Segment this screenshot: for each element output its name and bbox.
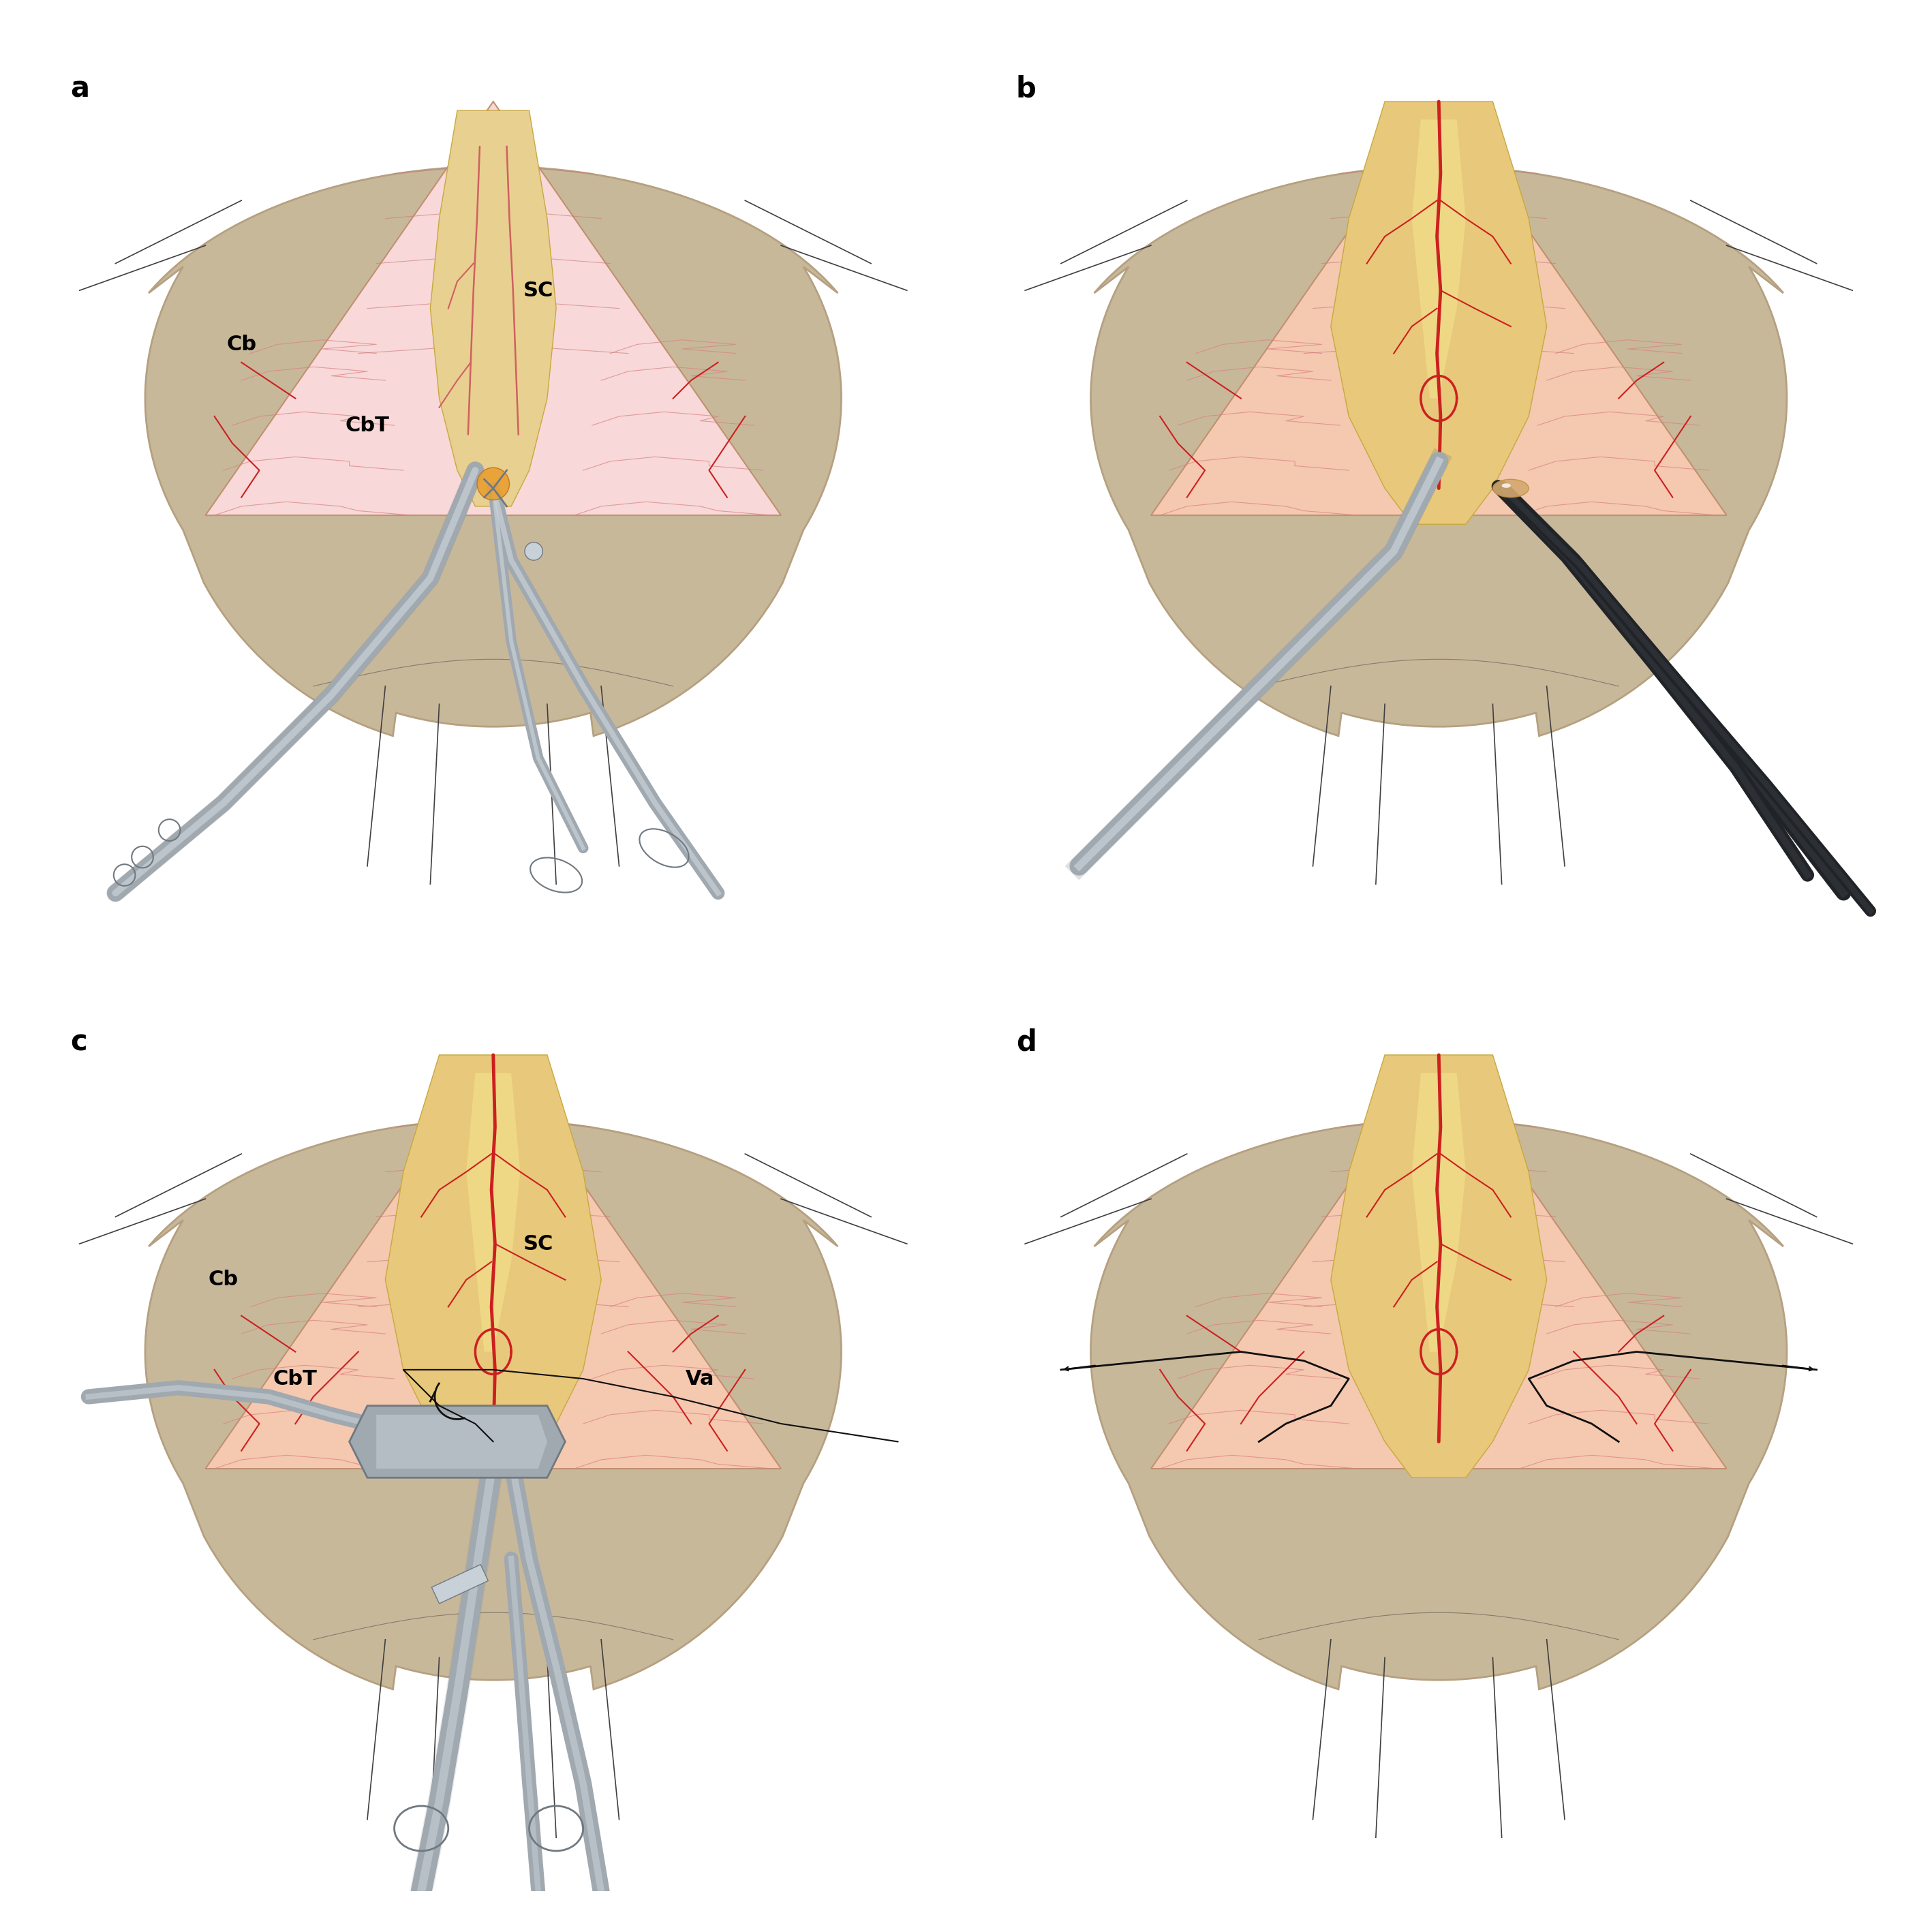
Polygon shape xyxy=(205,1056,781,1469)
Text: Va: Va xyxy=(686,1368,715,1388)
Text: SC: SC xyxy=(524,1233,553,1255)
Ellipse shape xyxy=(1501,482,1511,488)
Text: CbT: CbT xyxy=(346,415,390,436)
Text: a: a xyxy=(70,75,89,102)
Circle shape xyxy=(477,467,510,500)
Text: Cb: Cb xyxy=(226,334,257,355)
Text: d: d xyxy=(1016,1029,1036,1056)
Polygon shape xyxy=(1412,1073,1466,1351)
Polygon shape xyxy=(1092,1119,1787,1689)
Polygon shape xyxy=(1412,120,1466,398)
Polygon shape xyxy=(1092,166,1787,735)
Polygon shape xyxy=(1331,1056,1548,1478)
Polygon shape xyxy=(431,110,556,506)
Polygon shape xyxy=(1151,102,1727,515)
Ellipse shape xyxy=(1493,479,1528,498)
Polygon shape xyxy=(377,1415,547,1469)
Circle shape xyxy=(526,542,543,560)
Polygon shape xyxy=(205,102,781,515)
Polygon shape xyxy=(466,1073,520,1351)
Bar xyxy=(431,1565,489,1604)
Polygon shape xyxy=(350,1405,566,1478)
Text: CbT: CbT xyxy=(272,1368,317,1388)
Text: c: c xyxy=(70,1029,87,1056)
Text: Cb: Cb xyxy=(209,1270,238,1289)
Polygon shape xyxy=(1331,102,1548,525)
Text: b: b xyxy=(1016,75,1036,102)
Text: SC: SC xyxy=(524,280,553,301)
Polygon shape xyxy=(145,166,840,735)
Polygon shape xyxy=(145,1119,840,1689)
Polygon shape xyxy=(1151,1056,1727,1469)
Polygon shape xyxy=(384,1056,601,1478)
